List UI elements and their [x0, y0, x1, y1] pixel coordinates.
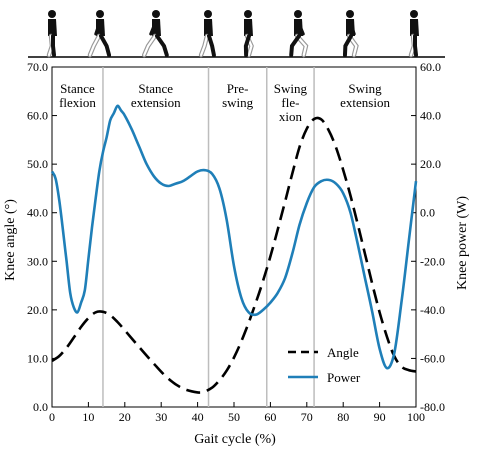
x-tick-label: 40: [192, 410, 204, 424]
x-tick-label: 20: [119, 410, 131, 424]
y-left-axis-ticks: 0.0 10.0 20.0 30.0 40.0 50.0 60.0 70.0: [27, 60, 57, 414]
y-left-tick-label: 10.0: [27, 351, 48, 365]
phase-label: Stance: [138, 81, 173, 96]
y-right-tick-label: -40.0: [420, 303, 445, 317]
phase-label: xion: [279, 109, 303, 124]
phase-label: extension: [131, 95, 181, 110]
figure-arm: [348, 19, 356, 36]
figure-leg: [99, 34, 112, 57]
walking-figure-icon: [87, 10, 112, 58]
y-left-tick-label: 0.0: [33, 400, 48, 414]
x-tick-label: 60: [264, 410, 276, 424]
y-right-axis-ticks: -80.0 -60.0 -40.0 -20.0 0.0 20.0 40.0 60.0: [411, 60, 445, 414]
y-right-tick-label: -60.0: [420, 351, 445, 365]
x-tick-label: 10: [82, 410, 94, 424]
walking-figure-icon: [408, 10, 419, 58]
figure-head: [410, 10, 418, 18]
phase-boundaries: [102, 67, 315, 407]
phase-label: swing: [222, 95, 254, 110]
phase-label: Pre-: [227, 81, 249, 96]
legend-angle-label: Angle: [327, 345, 359, 360]
x-tick-label: 80: [337, 410, 349, 424]
legend: Angle Power: [288, 345, 361, 385]
x-tick-label: 90: [374, 410, 386, 424]
x-axis-label: Gait cycle (%): [194, 432, 276, 447]
figure-leg-inner: [88, 34, 101, 57]
figure-head: [48, 10, 56, 18]
walking-figure-icon: [198, 10, 216, 58]
figure-arm: [204, 19, 210, 36]
walking-figures: [28, 10, 445, 58]
y-right-tick-label: 60.0: [420, 60, 441, 74]
phase-label: Swing: [274, 81, 308, 96]
figure-leg-inner: [199, 34, 209, 57]
walking-figure-icon: [243, 10, 254, 58]
phase-label: extension: [340, 95, 390, 110]
phase-label: fle-: [281, 95, 299, 110]
figure-leg-inner: [143, 34, 157, 57]
series-layer: [50, 104, 418, 394]
x-tick-label: 30: [155, 410, 167, 424]
y-left-tick-label: 60.0: [27, 109, 48, 123]
figure-arm: [149, 19, 158, 36]
figure-leg: [413, 34, 418, 57]
walking-figure-icon: [289, 10, 309, 58]
walking-figure-icon: [141, 10, 169, 58]
walking-figure-icon: [46, 10, 57, 58]
y-left-tick-label: 70.0: [27, 60, 48, 74]
figure-head: [294, 10, 302, 18]
phase-label: Stance: [60, 81, 95, 96]
figure-arm: [246, 19, 252, 36]
legend-power-label: Power: [327, 370, 361, 385]
series-power-line: [50, 104, 418, 370]
figure-arm: [296, 19, 305, 36]
figure-leg: [243, 34, 251, 57]
y-right-tick-label: 0.0: [420, 206, 435, 220]
y-left-axis-label: Knee angle (°): [3, 199, 18, 281]
y-right-tick-label: 20.0: [420, 157, 441, 171]
walking-figure-icon: [342, 10, 359, 58]
figure-head: [204, 10, 212, 18]
figure-leg: [342, 34, 353, 57]
series-angle-line: [51, 116, 417, 394]
y-right-tick-label: 40.0: [420, 109, 441, 123]
phase-label: flexion: [59, 95, 96, 110]
x-axis-ticks: 0 10 20 30 40 50 60 70 80 90 100: [49, 402, 425, 424]
y-left-tick-label: 40.0: [27, 206, 48, 220]
figure-leg: [207, 34, 216, 57]
figure-leg: [51, 34, 56, 57]
y-left-tick-label: 20.0: [27, 303, 48, 317]
figure-leg-inner: [347, 34, 358, 57]
phase-label: Swing: [348, 81, 382, 96]
figure-head: [244, 10, 252, 18]
y-right-axis-label: Knee power (W): [455, 196, 470, 290]
figure-head: [152, 10, 160, 18]
figure-arm: [94, 19, 102, 36]
figure-leg-inner: [295, 34, 308, 57]
figure-head: [346, 10, 354, 18]
x-tick-label: 0: [49, 410, 55, 424]
x-tick-label: 50: [228, 410, 240, 424]
x-tick-label: 70: [301, 410, 313, 424]
figure-head: [96, 10, 104, 18]
x-tick-label: 100: [407, 410, 425, 424]
figure-leg: [289, 34, 301, 57]
phase-labels: StanceflexionStanceextensionPre-swingSwi…: [59, 81, 390, 124]
y-left-tick-label: 30.0: [27, 254, 48, 268]
figure-leg: [155, 34, 169, 57]
y-right-tick-label: -80.0: [420, 400, 445, 414]
y-right-tick-label: -20.0: [420, 254, 445, 268]
y-left-tick-label: 50.0: [27, 157, 48, 171]
